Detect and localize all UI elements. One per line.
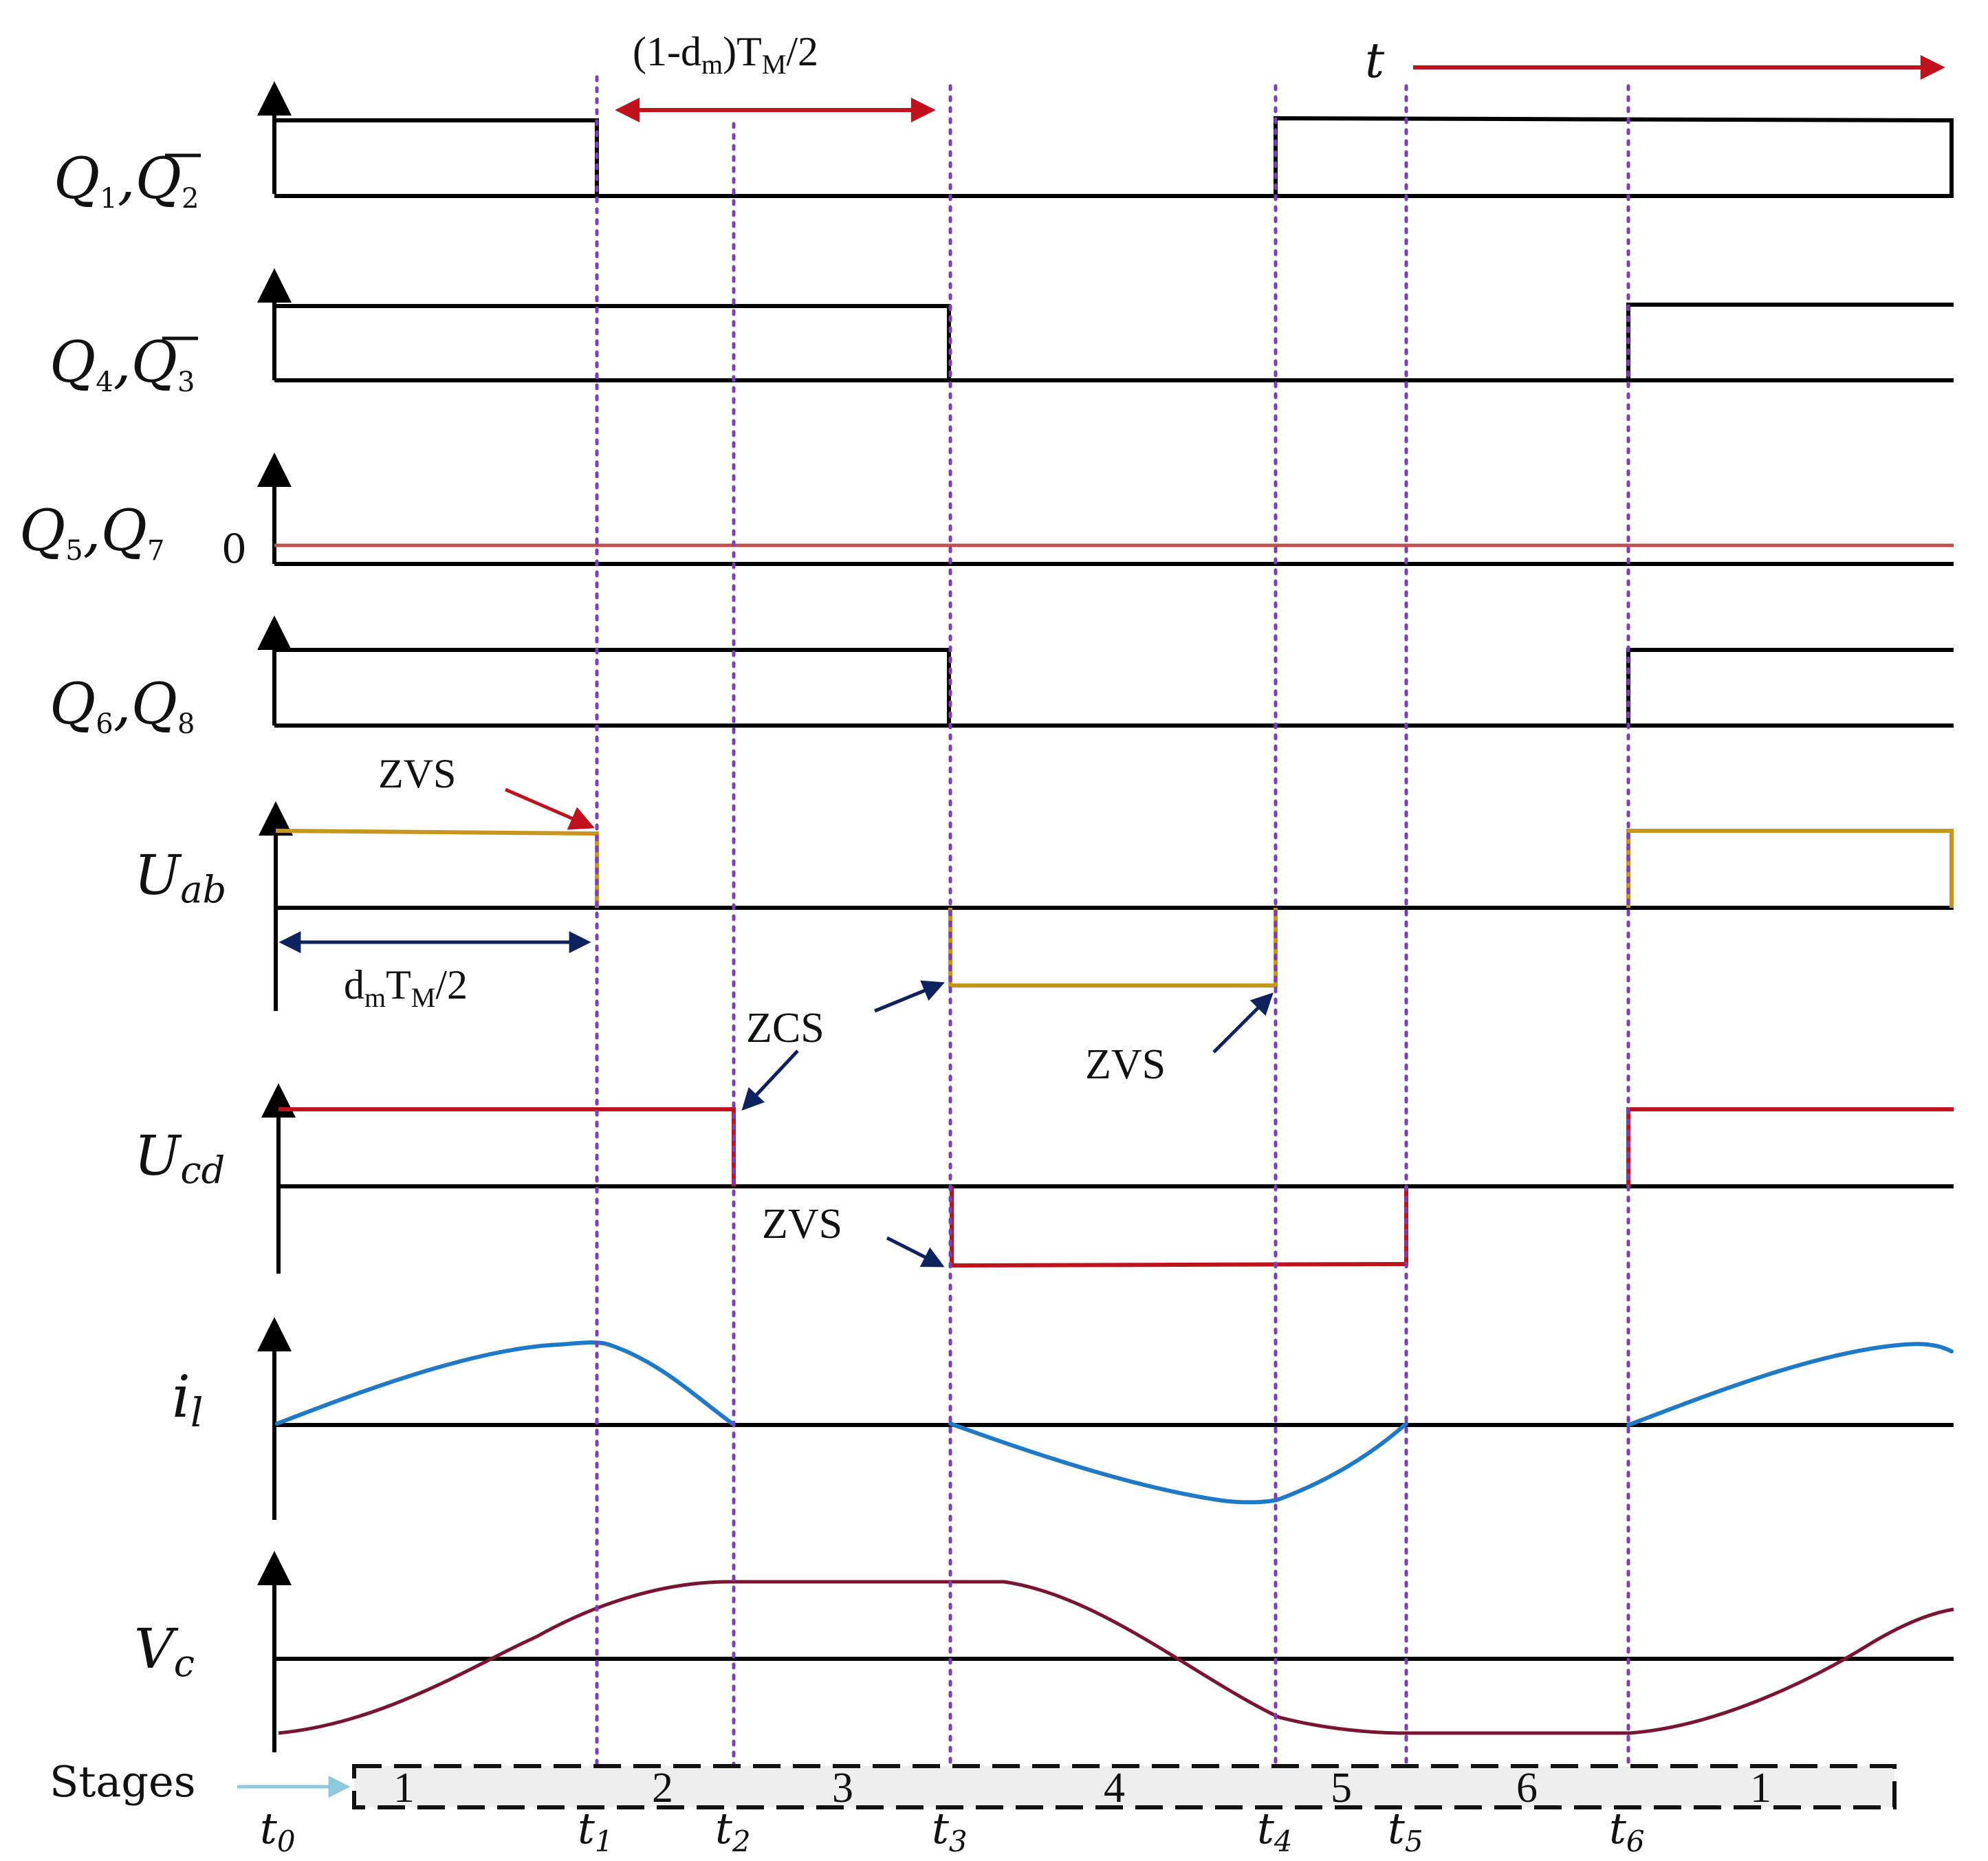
stage-number: 6 <box>1516 1765 1538 1811</box>
time-label-t4: t4 <box>1257 1803 1293 1858</box>
stage-number: 4 <box>1104 1765 1125 1811</box>
time-axis-label: t <box>1365 32 1385 89</box>
stages-label: Stages <box>50 1756 196 1807</box>
label-q1-q2bar: Q1,Q2 <box>54 146 199 215</box>
zvs-arrow-uab-t1 <box>505 787 595 830</box>
label-q4-q3bar: Q4,Q3 <box>50 330 195 398</box>
zvs-label-uab-t4: ZVS <box>1085 1041 1166 1088</box>
time-label-t5: t5 <box>1388 1803 1423 1858</box>
time-label-t1: t1 <box>578 1803 613 1858</box>
label-vc: Vc <box>134 1617 195 1685</box>
time-label-t0: t0 <box>260 1803 296 1858</box>
y-axes <box>257 81 296 1752</box>
il-waveform <box>275 1340 1954 1505</box>
stage-numbers: 1 2 3 4 5 6 1 <box>393 1765 1771 1811</box>
stage-number: 3 <box>832 1765 853 1811</box>
stage-number: 1 <box>393 1765 415 1811</box>
label-ucd: Ucd <box>134 1124 225 1192</box>
dm-dimension-label: dmTM/2 <box>344 962 468 1013</box>
time-label-t3: t3 <box>932 1803 968 1858</box>
zvs-arrow-ucd-t3 <box>886 1236 945 1267</box>
label-q5-q7: Q5,Q7 <box>19 499 164 567</box>
stage-number: 5 <box>1331 1765 1352 1811</box>
label-zero-level: 0 <box>221 525 247 572</box>
top-dimension-label: (1-dm)TM/2 <box>633 29 818 80</box>
zvs-label-ucd-t3: ZVS <box>762 1201 842 1248</box>
zvs-label-uab-t1: ZVS <box>378 751 456 796</box>
time-markers <box>595 75 1630 1790</box>
time-instant-labels: t0 t1 t2 t3 t4 t5 t6 <box>260 1803 1645 1858</box>
q4-q3bar-waveform <box>274 303 1954 380</box>
q1-q2bar-waveform <box>274 116 1954 196</box>
label-il: il <box>172 1363 203 1436</box>
time-label-t6: t6 <box>1609 1803 1645 1858</box>
stages-box <box>352 1764 1897 1809</box>
zcs-arrow-to-ucd-t2 <box>741 1049 799 1111</box>
stage-number: 2 <box>652 1765 673 1811</box>
time-label-t2: t2 <box>715 1803 751 1858</box>
baselines <box>274 194 1954 1661</box>
zvs-arrow-uab-t4 <box>1212 992 1274 1054</box>
q6-q8-waveform <box>274 648 1954 726</box>
zcs-arrow-to-uab-t3 <box>874 980 945 1013</box>
zcs-label: ZCS <box>746 1005 824 1052</box>
stage-number: 1 <box>1750 1765 1771 1811</box>
label-q6-q8: Q6,Q8 <box>50 672 195 740</box>
vc-waveform <box>278 1580 1954 1735</box>
label-uab: Uab <box>134 843 226 911</box>
